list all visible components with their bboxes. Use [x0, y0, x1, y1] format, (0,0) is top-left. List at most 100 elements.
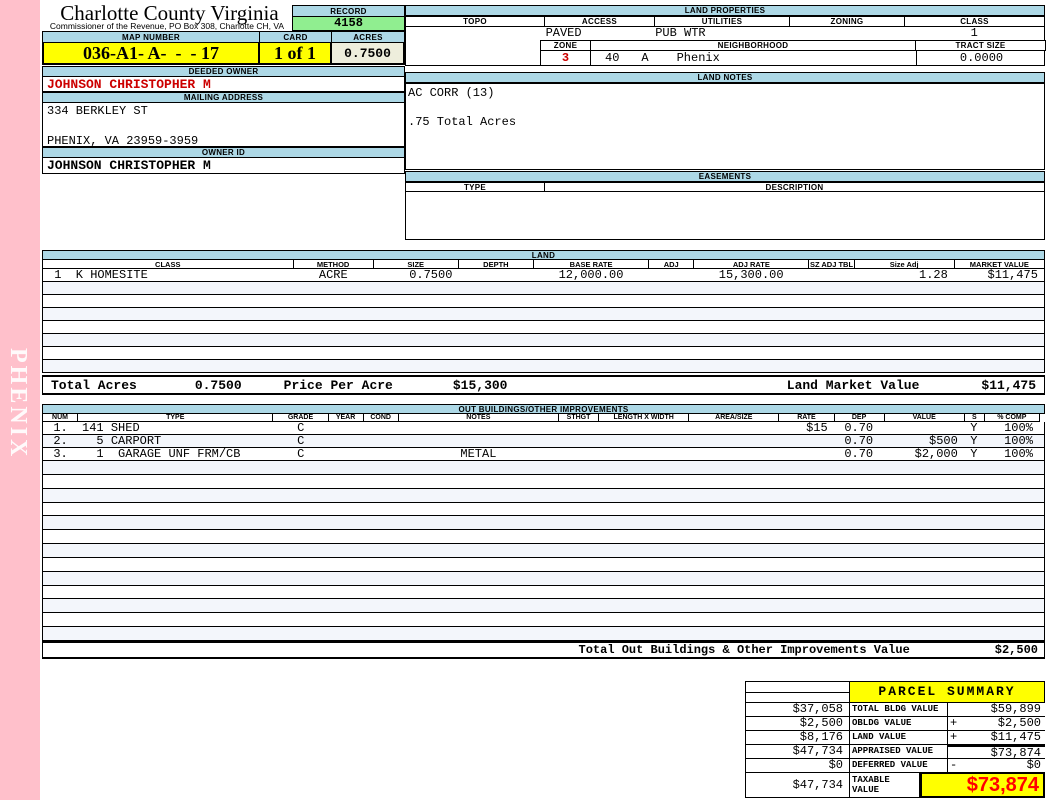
cell-areasize [689, 489, 779, 502]
col-easement-description: DESCRIPTION [545, 182, 1045, 192]
column-header: CLASS [43, 260, 294, 269]
cell-size [373, 308, 458, 320]
empty-row [42, 627, 1045, 641]
cell-grade: C [297, 448, 305, 460]
column-header: NOTES [398, 414, 559, 422]
cell-year [328, 516, 363, 529]
cell-s [964, 475, 984, 488]
empty-row [42, 474, 1045, 489]
cell-sthgt [558, 627, 598, 640]
cell-year [328, 558, 363, 571]
cell-cond [363, 503, 398, 516]
cell-areasize [689, 586, 779, 599]
table-row: 2. 5 CARPORT C 0.70 $500 Y 100% [42, 435, 1045, 448]
cell-cond [363, 544, 398, 557]
neighborhood-code: 40 [605, 51, 620, 65]
cell-s: Y [970, 448, 978, 460]
cell-type: 1 GARAGE UNF FRM/CB [82, 448, 241, 460]
cell-depth [458, 321, 533, 333]
cell-dep [834, 572, 884, 585]
cell-rate [779, 475, 834, 488]
cell-adj [649, 347, 694, 359]
cell-notes [398, 422, 558, 434]
cell-num [43, 586, 78, 599]
empty-row [42, 585, 1045, 600]
summary-value: - $0 [948, 759, 1045, 773]
cell-notes [398, 435, 558, 447]
cell-depth [458, 347, 533, 359]
cell-pct_comp [984, 544, 1039, 557]
cell-base_rate [533, 360, 648, 372]
cell-areasize [689, 435, 779, 447]
neighborhood-sub: A [641, 51, 649, 65]
easements-title: EASEMENTS [405, 171, 1045, 182]
access-value: PAVED [545, 27, 582, 40]
cell-market_value [954, 360, 1044, 372]
cell-lxw [599, 572, 689, 585]
zoning-value [790, 27, 905, 40]
cell-market_value: $11,475 [987, 269, 1038, 281]
cell-cond [363, 613, 398, 626]
cell-areasize [689, 572, 779, 585]
taxable-row: $47,734 TAXABLE VALUE $73,874 [745, 773, 1045, 798]
summary-value: $59,899 [948, 703, 1045, 717]
cell-type [78, 558, 273, 571]
cell-base_rate [533, 334, 648, 346]
cell-num [43, 544, 78, 557]
cell-class [43, 308, 293, 320]
cell-market_value [954, 321, 1044, 333]
cell-cond [363, 558, 398, 571]
cell-s [964, 558, 984, 571]
cell-year [328, 599, 363, 612]
card-value: 1 of 1 [260, 43, 332, 65]
cell-rate [779, 448, 834, 460]
cell-year [328, 461, 363, 474]
cell-adj [649, 269, 694, 281]
cell-sthgt [558, 475, 598, 488]
cell-cond [363, 530, 398, 543]
cell-notes [398, 544, 558, 557]
col-easement-type: TYPE [405, 182, 545, 192]
cell-areasize [689, 530, 779, 543]
land-properties-title: LAND PROPERTIES [405, 5, 1045, 16]
cell-depth [458, 295, 533, 307]
prior-value: $2,500 [745, 717, 850, 731]
column-header: % COMP [984, 414, 1040, 422]
cell-dep [834, 461, 884, 474]
cell-value [884, 461, 964, 474]
cell-pct_comp [984, 613, 1039, 626]
cell-pct_comp [984, 489, 1039, 502]
cell-sz_adj_tbl [809, 308, 854, 320]
cell-size_adj [854, 308, 954, 320]
column-header: VALUE [884, 414, 965, 422]
cell-rate [779, 516, 834, 529]
empty-row [42, 530, 1045, 545]
cell-size_adj [854, 360, 954, 372]
cell-rate [779, 503, 834, 516]
cell-sz_adj_tbl [809, 360, 854, 372]
cell-s [964, 516, 984, 529]
cell-market_value [954, 295, 1044, 307]
cell-cond [363, 627, 398, 640]
class-value: 1 [970, 27, 978, 40]
cell-class [43, 334, 293, 346]
column-header: SZ ADJ TBL [809, 260, 855, 269]
summary-label: APPRAISED VALUE [850, 745, 948, 759]
cell-rate [779, 530, 834, 543]
cell-rate [779, 613, 834, 626]
cell-type [78, 516, 273, 529]
cell-depth [458, 308, 533, 320]
cell-pct_comp [984, 627, 1039, 640]
record-value: 4158 [292, 17, 405, 31]
taxable-prior-value: $47,734 [745, 773, 850, 798]
cell-type [78, 599, 273, 612]
land-notes-title: LAND NOTES [405, 72, 1045, 83]
cell-areasize [689, 613, 779, 626]
column-header: TYPE [78, 414, 274, 422]
cell-pct_comp [984, 558, 1039, 571]
cell-sthgt [558, 586, 598, 599]
cell-size [373, 360, 458, 372]
cell-size_adj [854, 347, 954, 359]
cell-s [964, 613, 984, 626]
